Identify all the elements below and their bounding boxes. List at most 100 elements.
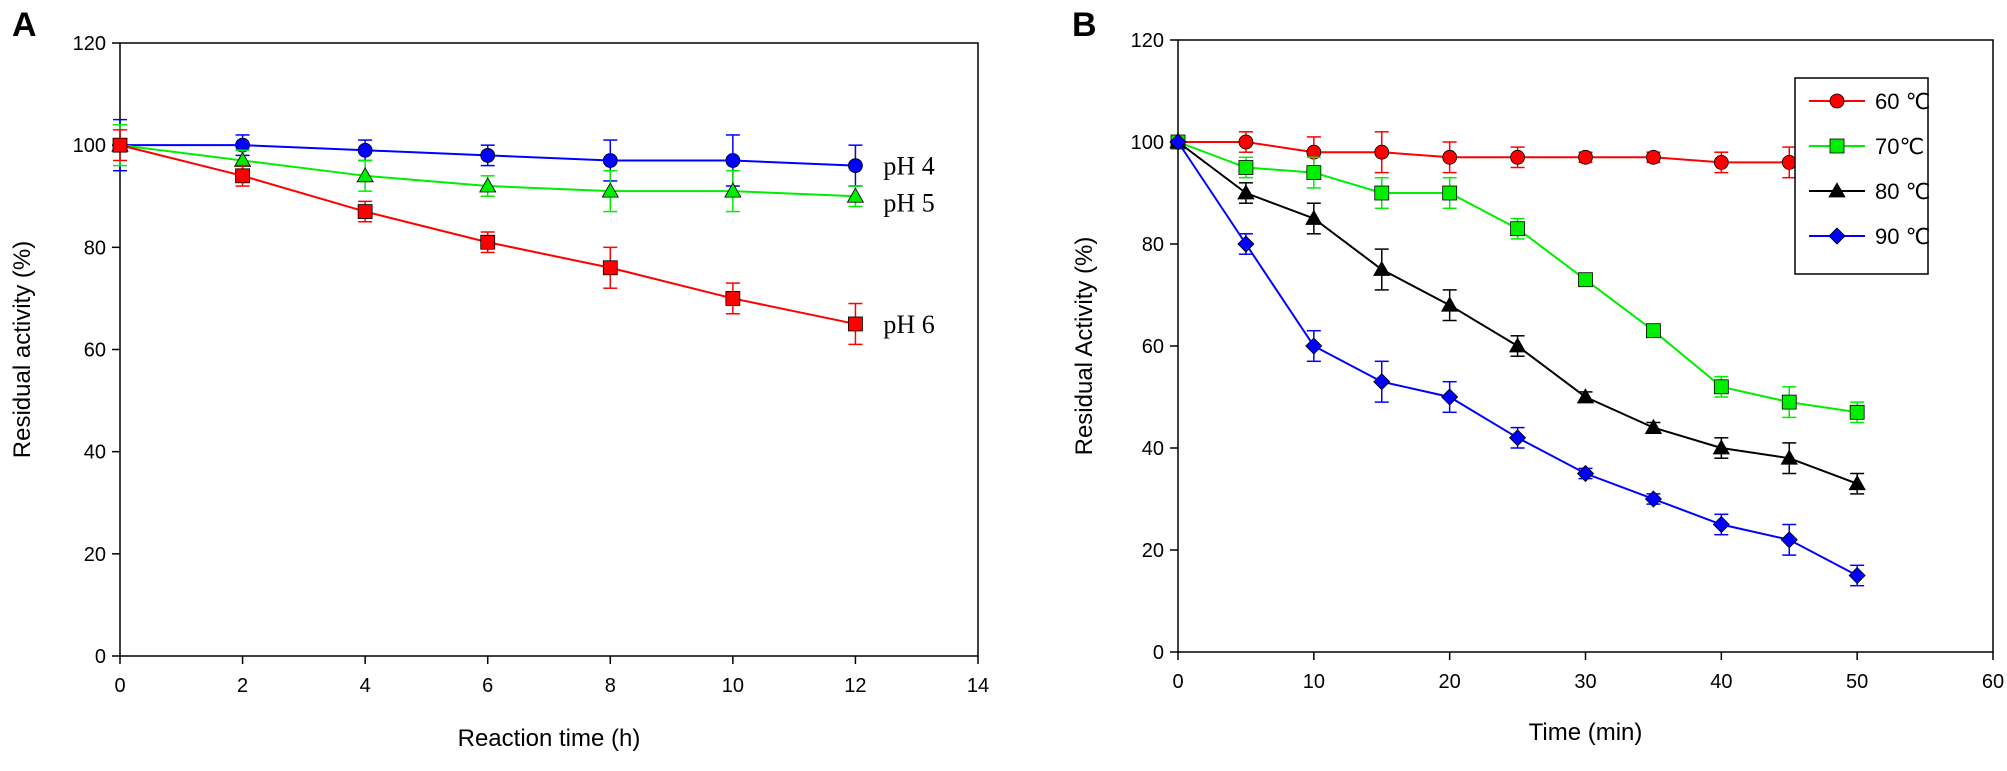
data-point [602,260,618,276]
data-point [1238,134,1254,150]
data-point [1781,394,1797,410]
panel-b-chart: 0 20 40 60 80 100 120 0 10 20 30 40 50 60 Time (min) Re… [1071,30,2004,746]
data-point [848,158,863,174]
data-point [1578,149,1593,165]
data-point [235,168,250,184]
panel-a-x-tick-label: 10 [722,675,744,697]
panel-b-x-tick-label: 20 [1439,671,1461,693]
data-point [1646,149,1661,165]
panel-b-x-tick-label: 60 [1982,671,2004,693]
panel-b-y-tick-label: 60 [1142,336,1164,358]
legend-marker-70 [1829,138,1845,154]
data-point [112,137,128,153]
panel-b-x-tick-label: 30 [1574,671,1596,693]
panel-b-y-tick-label: 20 [1142,540,1164,562]
panel-a-x-tick-label: 12 [844,675,866,697]
panel-b-series-90 [1169,133,1866,587]
data-point [1646,323,1661,339]
panel-a-y-axis-title: Residual activity (%) [9,241,36,458]
data-point [356,167,374,183]
data-point [725,291,741,306]
panel-a-y-tick-label: 100 [73,135,106,157]
panel-a-x-tick-label: 8 [605,675,616,697]
data-point [1510,149,1525,165]
panel-b-x-axis-title: Time (min) [1529,719,1643,746]
data-point [1442,149,1458,165]
series-label-ph-4: pH 4 [883,152,934,181]
panel-b-y-tick-label: 0 [1153,642,1164,664]
panel-b-x-tick-label: 10 [1303,671,1325,693]
panel-a-y-tick-label: 60 [84,340,106,362]
data-point [1237,184,1255,200]
series-label-ph-6: pH 6 [883,310,934,339]
data-point [1441,388,1459,406]
panel-a-x-tick-label: 6 [482,675,493,697]
panel-a-x-tick-label: 4 [360,675,371,697]
data-point [480,147,496,163]
data-point [1644,490,1662,508]
panel-a-y-tick-label: 40 [84,442,106,464]
data-point [1305,337,1323,355]
data-point [357,204,373,219]
panel-b-y-tick-label: 80 [1142,234,1164,256]
panel-a-y-tick-label: 120 [73,33,106,55]
panel-b-y-tick-label: 100 [1131,132,1164,154]
data-point [1305,209,1323,225]
panel-b-x-tick-label: 0 [1172,671,1183,693]
panel-b-series-80 [1169,133,1866,495]
legend-marker-90 [1828,227,1846,245]
data-point [1781,154,1797,170]
data-point [1373,373,1391,391]
data-point [1238,160,1254,175]
data-point [1169,133,1187,151]
panel-a-chart: 0 20 40 60 80 100 120 0 2 4 6 8 10 12 14 Reaction time … [9,33,989,752]
data-point [1374,185,1390,201]
data-point [479,177,497,193]
data-point [725,153,741,168]
panel-b-series-70 [1170,134,1865,424]
panel-b-x-tick-label: 50 [1846,671,1868,693]
panel-a-x-tick-label: 2 [237,675,248,697]
data-point [1780,449,1798,465]
legend-label-60: 60 ℃ [1875,89,1930,114]
data-point [848,316,863,332]
data-point [1442,185,1458,201]
data-point [1713,154,1729,170]
legend-label-80: 80 ℃ [1875,179,1930,204]
panel-a-x-tick-label: 0 [114,675,125,697]
data-point [1644,418,1663,435]
panel-a-x-axis-title: Reaction time (h) [458,725,641,752]
panel-a-series-ph-5: pH 5 [111,123,935,217]
panel-a-series-ph-6: pH 6 [112,129,935,346]
panel-a-x-tick-label: 14 [967,675,989,697]
panel-a-y-tick-label: 20 [84,544,106,566]
data-point [724,182,742,198]
data-point [1440,296,1459,312]
data-point [601,182,619,198]
panel-b-letter: B [1072,6,1097,44]
legend-label-70: 70℃ [1875,134,1924,159]
data-point [1848,474,1866,491]
data-point [1849,404,1865,420]
data-point [1510,221,1525,237]
legend-marker-60 [1829,93,1845,109]
series-line [1177,141,1858,414]
data-point [1576,388,1595,404]
legend-box [1794,77,1929,275]
data-point [1712,439,1731,455]
series-label-ph-5: pH 5 [883,188,934,217]
data-point [480,234,496,250]
data-point [1509,429,1527,447]
panel-b-y-axis-title: Residual Activity (%) [1071,237,1098,456]
panel-a-letter: A [12,6,37,44]
data-point [1374,144,1390,160]
legend-label-90: 90 ℃ [1875,224,1930,249]
panel-a-y-tick-label: 0 [95,646,106,668]
series-line [1177,141,1858,577]
panel-b-legend: 60 ℃ 70℃ 80 ℃ 90 ℃ [1794,77,1930,275]
legend-marker-80 [1828,182,1846,198]
data-point [1576,464,1595,483]
panel-a-y-tick-label: 80 [84,237,106,259]
data-point [1306,165,1322,181]
